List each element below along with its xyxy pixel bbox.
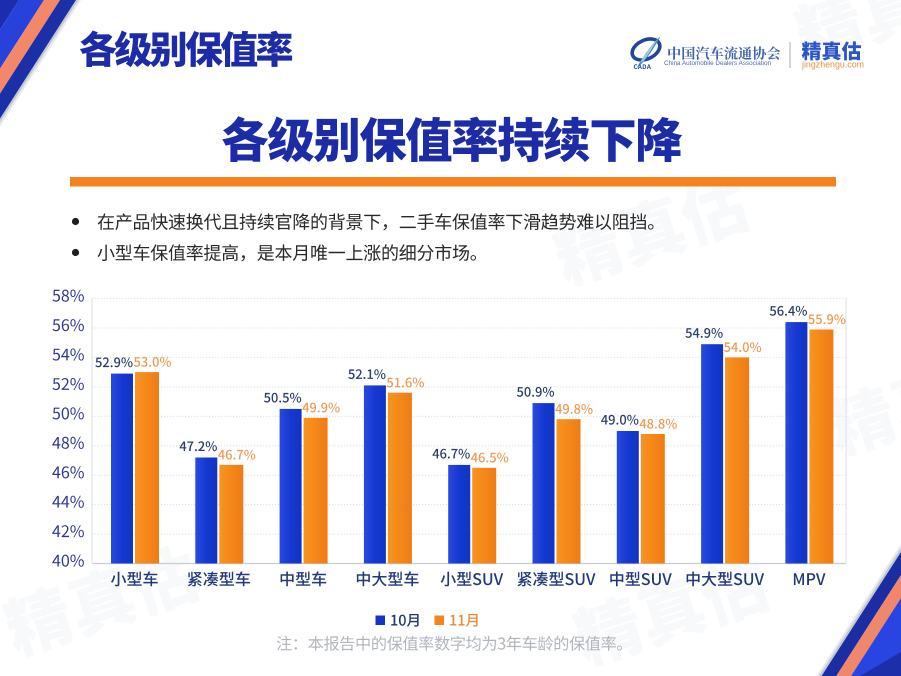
svg-text:China Automobile Dealers Assoc: China Automobile Dealers Association [664, 60, 771, 67]
svg-text:jingzhengu.com: jingzhengu.com [801, 60, 864, 70]
